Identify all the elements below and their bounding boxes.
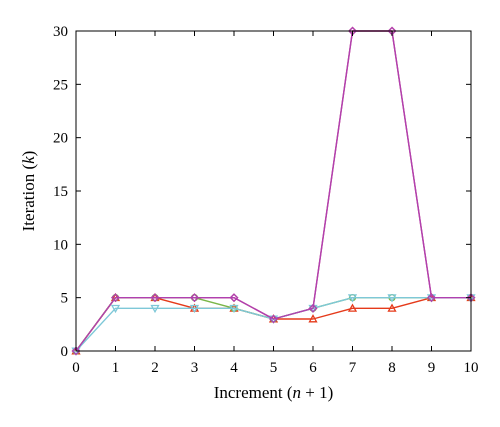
- series-4-point-9: [427, 293, 436, 303]
- y-tick-label-6: 30: [53, 24, 68, 40]
- series-1-point-8: [387, 303, 397, 312]
- series-4: [71, 26, 476, 356]
- series-3: [71, 294, 476, 356]
- series-4-point-5: [269, 314, 278, 324]
- x-tick-label-0: 0: [72, 360, 80, 376]
- x-tick-label-2: 2: [151, 360, 159, 376]
- series-1-line: [75, 296, 471, 352]
- x-tick-label-5: 5: [270, 360, 278, 376]
- y-tick-label-2: 10: [53, 237, 68, 253]
- y-axis-title: Iteration (k): [19, 151, 38, 232]
- x-tick-label-6: 6: [309, 360, 317, 376]
- series-4-line: [75, 30, 471, 352]
- y-tick-label-0: 0: [61, 344, 69, 360]
- y-tick-label-1: 5: [61, 291, 69, 307]
- series-3-point-1: [110, 304, 121, 314]
- series-4-point-6: [308, 303, 318, 313]
- x-tick-label-9: 9: [428, 360, 436, 376]
- series-3-point-7: [347, 294, 358, 303]
- x-tick-label-10: 10: [464, 360, 479, 376]
- x-axis-title: Increment (n + 1): [214, 383, 334, 402]
- series-2-line: [75, 296, 471, 352]
- x-tick-label-3: 3: [191, 360, 199, 376]
- series-3-point-8: [387, 294, 397, 303]
- series-3-line: [75, 296, 471, 352]
- series-1-point-7: [347, 303, 358, 312]
- x-tick-label-1: 1: [112, 360, 120, 376]
- series-3-point-4: [229, 304, 239, 314]
- series-2: [72, 294, 475, 355]
- series-4-point-4: [229, 293, 239, 303]
- series-4-point-3: [190, 293, 199, 303]
- series-3-point-2: [150, 304, 160, 314]
- series-3-point-3: [189, 304, 200, 314]
- series-1-point-6: [308, 314, 318, 323]
- y-tick-label-3: 15: [53, 184, 68, 200]
- axis-ticks: 0 1 2 3 4 5 6 7 8 9 10 0 5 10 15 20 25 30: [53, 24, 479, 376]
- series-1: [71, 292, 476, 355]
- x-tick-label-4: 4: [230, 360, 238, 376]
- series-4-point-2: [150, 293, 160, 303]
- series-4-point-0: [71, 346, 81, 356]
- series-0: [71, 26, 476, 356]
- y-tick-label-5: 25: [53, 77, 68, 93]
- x-tick-label-7: 7: [349, 360, 357, 376]
- data-marks: [71, 26, 476, 356]
- series-4-point-1: [111, 293, 120, 303]
- y-tick-label-4: 20: [53, 131, 68, 147]
- x-tick-label-8: 8: [388, 360, 396, 376]
